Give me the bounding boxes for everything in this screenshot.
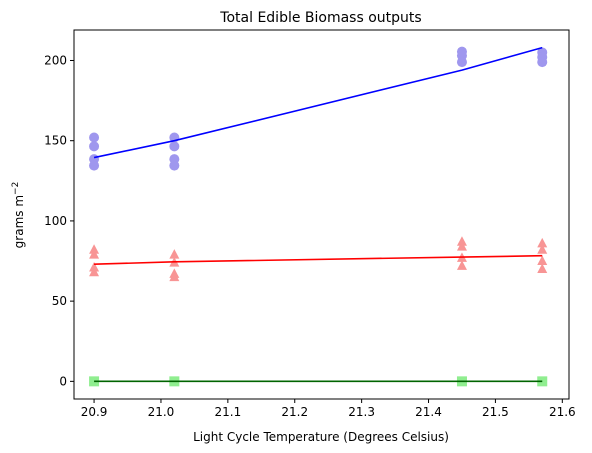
data-point-circle [456, 57, 467, 68]
data-point-triangle [456, 236, 467, 246]
x-tick-label: 21.0 [148, 405, 175, 419]
x-tick-label: 21.6 [549, 405, 576, 419]
data-point-circle [89, 132, 100, 143]
data-point-triangle [89, 244, 100, 254]
data-point-triangle [537, 263, 548, 274]
data-point-triangle [456, 241, 467, 251]
trend-line-triangle [94, 254, 543, 266]
y-tick-label: 50 [52, 294, 67, 308]
trend-line-circle [93, 46, 543, 159]
x-tick-label: 21.2 [281, 405, 308, 419]
y-tick-label: 100 [44, 214, 67, 228]
series-triangle [89, 236, 548, 282]
data-point-triangle [456, 260, 467, 270]
x-tick-label: 21.5 [482, 405, 509, 419]
data-point-circle [169, 160, 180, 171]
x-tick-label: 20.9 [81, 405, 108, 419]
data-point-triangle [89, 249, 100, 259]
y-tick-label: 200 [44, 53, 67, 67]
data-point-triangle [169, 249, 180, 259]
data-point-triangle [537, 255, 548, 266]
data-point-triangle [169, 271, 180, 282]
x-axis-label: Light Cycle Temperature (Degrees Celsius… [193, 430, 449, 444]
y-axis-label-superscript: −2 [11, 182, 21, 195]
data-point-triangle [537, 237, 548, 248]
data-point-square [537, 376, 548, 387]
x-tick-label: 21.4 [415, 405, 442, 419]
data-point-circle [169, 141, 180, 152]
y-tick-label: 0 [59, 374, 67, 388]
x-tick-label: 21.3 [348, 405, 375, 419]
x-axis: 20.9 21.0 21.1 21.2 21.3 21.4 21.5 21.6 [81, 399, 576, 419]
data-point-circle [89, 160, 100, 171]
data-point-square [89, 376, 100, 387]
y-axis-label-main: grams m [12, 195, 26, 248]
plot-area [89, 46, 548, 387]
series-circle [89, 46, 548, 171]
y-tick-label: 150 [44, 134, 67, 148]
series-square [89, 376, 548, 387]
y-axis-label: grams m−2 [11, 182, 26, 249]
axes-frame [73, 29, 570, 400]
data-point-circle [537, 57, 548, 68]
data-point-triangle [89, 266, 100, 277]
data-point-triangle [537, 244, 548, 254]
x-tick-label: 21.1 [214, 405, 241, 419]
chart-title: Total Edible Biomass outputs [219, 10, 421, 26]
data-point-circle [89, 141, 100, 152]
data-point-triangle [89, 261, 100, 272]
y-axis: 0 50 100 150 200 [44, 53, 74, 388]
